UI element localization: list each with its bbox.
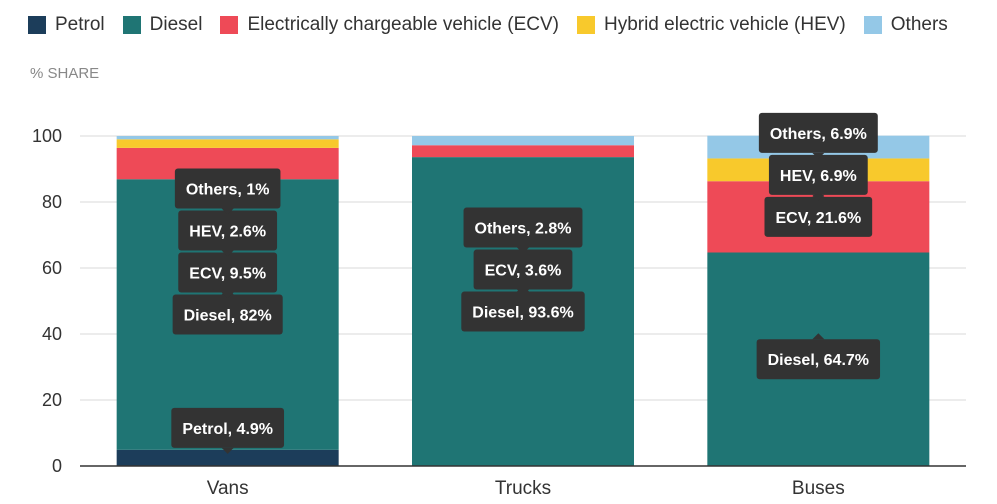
data-label: Diesel, 64.7% bbox=[768, 352, 869, 369]
data-label-pointer bbox=[517, 247, 529, 254]
data-label: Petrol, 4.9% bbox=[182, 421, 273, 438]
x-tick-label: Buses bbox=[792, 478, 845, 499]
legend-label: Petrol bbox=[55, 14, 105, 35]
y-tick-label: 100 bbox=[32, 126, 62, 146]
data-label-box bbox=[764, 196, 873, 237]
x-tick-label: Vans bbox=[207, 478, 249, 499]
data-label-box bbox=[178, 252, 278, 293]
data-label-box bbox=[463, 207, 583, 248]
data-label-box bbox=[461, 291, 585, 332]
legend-label: Diesel bbox=[149, 14, 203, 35]
data-label-pointer bbox=[812, 152, 825, 159]
y-axis-label: % SHARE bbox=[30, 65, 99, 82]
data-label: ECV, 9.5% bbox=[189, 266, 266, 283]
data-label: Others, 1% bbox=[186, 182, 270, 199]
legend-swatch bbox=[220, 16, 239, 34]
y-tick-label: 60 bbox=[42, 258, 62, 278]
data-label: Diesel, 82% bbox=[184, 308, 272, 325]
legend-item-others: Others bbox=[863, 14, 948, 36]
data-label-pointer bbox=[221, 208, 234, 215]
legend-swatch bbox=[28, 16, 46, 34]
data-label-box bbox=[178, 210, 278, 251]
data-label-box bbox=[172, 294, 283, 335]
data-label-pointer bbox=[812, 333, 825, 340]
data-label-box bbox=[758, 112, 878, 153]
chart-legend: Petrol Diesel Electrically chargeable vehi… bbox=[28, 14, 966, 36]
bar-vans-petrol bbox=[116, 449, 339, 466]
data-label: ECV, 21.6% bbox=[775, 210, 861, 227]
data-label-box bbox=[756, 339, 881, 380]
data-label-box bbox=[473, 249, 573, 290]
bar-trucks-others bbox=[412, 136, 634, 146]
data-label-pointer bbox=[221, 447, 234, 454]
data-label: HEV, 6.9% bbox=[780, 168, 857, 185]
legend-label: Electrically chargeable vehicle (ECV) bbox=[247, 14, 559, 35]
data-label-pointer bbox=[517, 289, 529, 296]
legend-item-petrol: Petrol bbox=[28, 14, 105, 36]
x-tick-label: Trucks bbox=[495, 478, 551, 499]
data-label-box bbox=[174, 168, 281, 209]
data-label: HEV, 2.6% bbox=[189, 224, 266, 241]
legend-swatch bbox=[576, 16, 595, 34]
data-label-pointer bbox=[221, 292, 234, 299]
bar-trucks-electrically-chargeable-vehicle-ecv bbox=[412, 145, 634, 158]
legend-item-diesel: Diesel bbox=[122, 14, 203, 36]
legend-swatch bbox=[122, 16, 141, 34]
data-label-box bbox=[768, 154, 868, 195]
y-tick-label: 20 bbox=[42, 390, 62, 410]
data-label: Others, 2.8% bbox=[475, 221, 572, 238]
data-label: Others, 6.9% bbox=[770, 126, 867, 143]
y-tick-label: 40 bbox=[42, 324, 62, 344]
bar-vans-hybrid-electric-vehicle-hev bbox=[116, 139, 339, 148]
legend-item-electrically-chargeable-vehicle-ecv: Electrically chargeable vehicle (ECV) bbox=[220, 14, 559, 36]
y-tick-label: 80 bbox=[42, 192, 62, 212]
legend-swatch bbox=[863, 16, 882, 34]
data-label: ECV, 3.6% bbox=[485, 263, 562, 280]
legend-item-hybrid-electric-vehicle-hev: Hybrid electric vehicle (HEV) bbox=[576, 14, 846, 36]
legend-label: Hybrid electric vehicle (HEV) bbox=[603, 14, 846, 35]
bar-vans-others bbox=[116, 136, 339, 140]
data-label-pointer bbox=[812, 194, 825, 201]
data-label-pointer bbox=[221, 250, 234, 257]
y-tick-label: 0 bbox=[52, 456, 62, 476]
legend-label: Others bbox=[890, 14, 948, 35]
data-label-box bbox=[171, 407, 285, 448]
data-label: Diesel, 93.6% bbox=[472, 305, 573, 322]
